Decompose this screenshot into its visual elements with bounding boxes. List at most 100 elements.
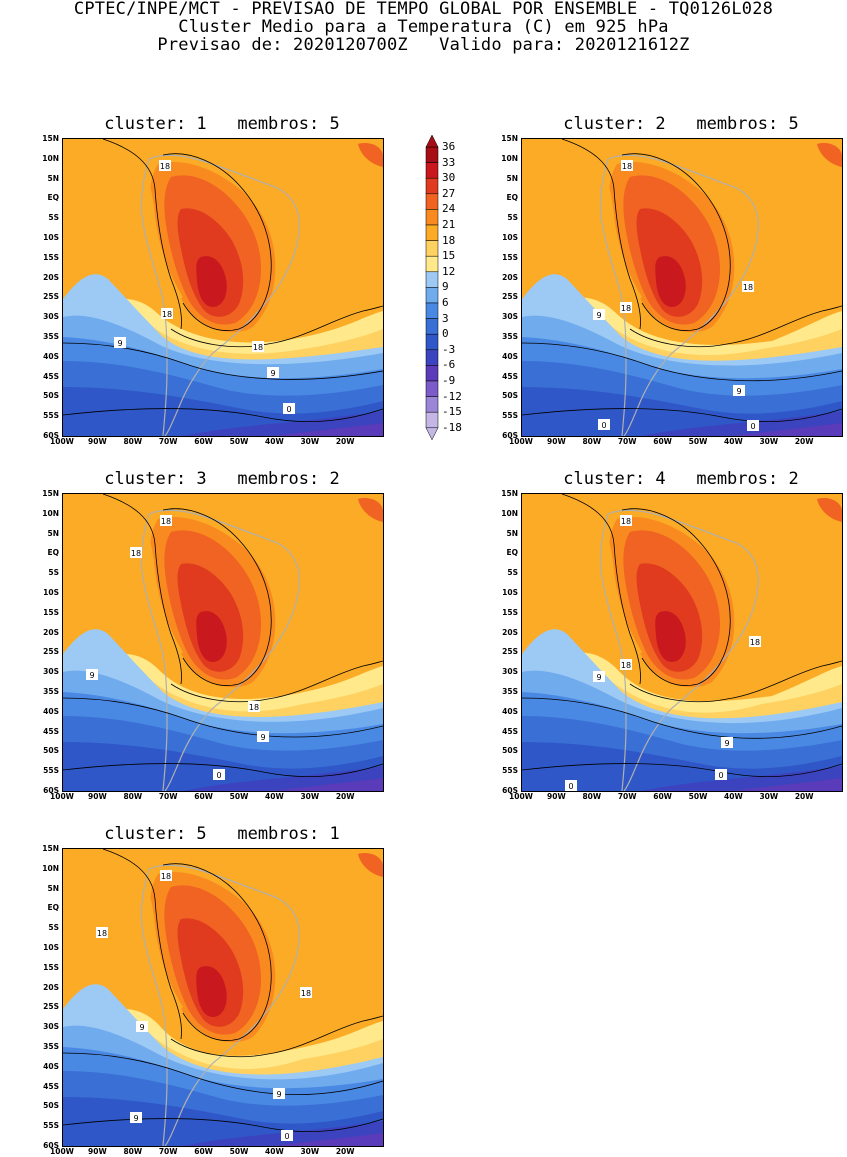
panel-2-lat-tick: 35S <box>502 332 518 341</box>
panel-4-lon-tick: 20W <box>794 792 814 801</box>
panel-2-temperature-band-13 <box>655 256 686 307</box>
panel-5-contour-2 <box>63 1118 383 1132</box>
colorbar-swatch <box>425 411 439 429</box>
panel-3-contour-0 <box>102 494 383 703</box>
colorbar-label: 3 <box>442 311 449 325</box>
panel-1-contour-label-4: 9 <box>267 367 279 378</box>
colorbar-swatch <box>425 365 439 382</box>
panel-1-lon-tick: 30W <box>300 437 320 446</box>
panel-4-lon-tick: 70W <box>617 792 637 801</box>
panel-5-lat-tick: 10N <box>42 863 59 873</box>
panel-5-lon-tick: 50W <box>229 1147 249 1156</box>
colorbar-label: -9 <box>442 374 456 387</box>
panel-2-lat-tick: 40S <box>502 351 518 361</box>
panel-4-lat-tick: 5S <box>507 568 518 578</box>
colorbar-swatch <box>425 333 439 351</box>
panel-2-lon-tick: 20W <box>794 437 814 446</box>
svg-text:18: 18 <box>301 989 311 998</box>
panel-3-lon-tick: 50W <box>229 792 249 801</box>
panel-5-contour-label-0: 18 <box>160 870 172 881</box>
panel-2-map: 18 18 9 18 9 0 0 <box>521 138 843 437</box>
panel-2-contour-1 <box>522 342 842 382</box>
svg-text:18: 18 <box>162 310 172 319</box>
panel-3-contour-label-4: 9 <box>257 731 269 742</box>
panel-4-lat-tick: 10N <box>501 508 518 518</box>
panel-3-map: 18 18 9 18 9 0 <box>62 493 384 792</box>
panel-4-contour-0 <box>561 494 842 703</box>
svg-text:0: 0 <box>601 421 606 430</box>
panel-4-lat-tick: 45S <box>502 726 518 736</box>
svg-text:18: 18 <box>249 703 259 712</box>
panel-3-lat-tick: 15N <box>42 489 59 498</box>
colorbar-swatch <box>425 209 439 226</box>
panel-1-lon-tick: 80W <box>123 437 143 446</box>
colorbar-label: -3 <box>442 342 456 356</box>
panel-3-title: cluster: 3 membros: 2 <box>104 469 340 489</box>
panel-1-lat-tick: 55S <box>43 411 59 421</box>
panel-5-lon-tick: 70W <box>158 1147 178 1156</box>
panel-4-lon-tick: 50W <box>688 792 708 801</box>
panel-2-lat-tick: 60S <box>502 431 518 440</box>
panel-1-contour-2 <box>63 408 383 422</box>
panel-3-lat-tick: 40S <box>43 706 59 716</box>
panel-2-lat-tick: 15S <box>502 252 518 262</box>
svg-text:18: 18 <box>131 549 141 558</box>
svg-text:9: 9 <box>260 733 265 742</box>
panel-2-temperature-band-16 <box>817 143 842 167</box>
panel-4-contour-label-6: 0 <box>565 780 577 791</box>
panel-5-contour-label-2: 9 <box>136 1021 148 1032</box>
panel-3-contour-label-1: 18 <box>130 547 142 558</box>
svg-text:18: 18 <box>621 304 631 313</box>
panel-1-temperature-band-13 <box>196 256 227 307</box>
temperature-colorbar: 36 33 30 27 24 21 18 15 12 9 6 3 0 -3 -6 -9 -12 -15 -18 <box>425 135 485 445</box>
panel-1-temperature-band-9 <box>273 423 383 436</box>
panel-1-lat-tick: 5S <box>48 213 59 223</box>
panel-2-lat-tick: 5N <box>506 173 519 183</box>
svg-text:18: 18 <box>622 162 632 171</box>
panel-2-lon-tick: 60W <box>653 437 672 446</box>
colorbar-label: -6 <box>442 358 456 372</box>
panel-5-lon-tick: 100W <box>50 1147 74 1156</box>
panel-1-lat-tick: 35S <box>43 332 59 341</box>
colorbar-swatch <box>425 162 439 179</box>
colorbar-swatch <box>425 193 439 210</box>
panel-1-map: 18 18 9 18 9 0 <box>62 138 384 437</box>
panel-2-lat-tick: 55S <box>502 411 518 421</box>
colorbar-swatch <box>425 177 439 195</box>
svg-text:0: 0 <box>568 782 573 791</box>
colorbar-label: 24 <box>442 202 456 216</box>
svg-text:9: 9 <box>276 1090 281 1099</box>
panel-3-lon-tick: 30W <box>300 792 320 801</box>
panel-5-lat-tick: 40S <box>43 1061 59 1071</box>
panel-3-temperature-band-9 <box>273 778 383 791</box>
panel-3-lat-tick: 20S <box>43 627 59 637</box>
svg-text:18: 18 <box>97 929 107 938</box>
colorbar-swatch <box>425 240 439 257</box>
svg-text:9: 9 <box>89 671 94 680</box>
panel-1-contour-0 <box>102 139 383 348</box>
panel-3-lon-tick: 40W <box>265 792 284 801</box>
colorbar-label: 12 <box>442 264 456 278</box>
panel-2-lat-tick: 25S <box>502 292 518 302</box>
svg-text:18: 18 <box>743 283 753 292</box>
panel-2-contour-label-5: 0 <box>747 420 759 431</box>
panel-2-contour-0 <box>561 139 842 348</box>
colorbar-swatch <box>425 224 439 241</box>
panel-4-temperature-band-13 <box>655 611 686 662</box>
panel-2-contour-label-1: 18 <box>620 302 632 313</box>
colorbar-swatch <box>425 287 439 304</box>
panel-4-contour-3 <box>621 508 731 686</box>
panel-3-lat-tick: 35S <box>43 687 59 696</box>
panel-4-lat-tick: 60S <box>502 786 518 795</box>
colorbar-label: 9 <box>442 280 449 294</box>
panel-4-contour-label-5: 0 <box>715 769 727 780</box>
panel-5-lat-tick: 5N <box>47 883 60 893</box>
panel-5-lon-tick: 20W <box>335 1147 355 1156</box>
panel-5-temperature-band-13 <box>196 966 227 1017</box>
panel-5-lat-tick: 15S <box>43 962 59 972</box>
panel-4-contour-label-4: 9 <box>721 737 733 748</box>
panel-3-lat-tick: 55S <box>43 766 59 776</box>
svg-text:9: 9 <box>596 673 601 682</box>
colorbar-swatch <box>425 349 439 366</box>
svg-text:18: 18 <box>621 661 631 670</box>
